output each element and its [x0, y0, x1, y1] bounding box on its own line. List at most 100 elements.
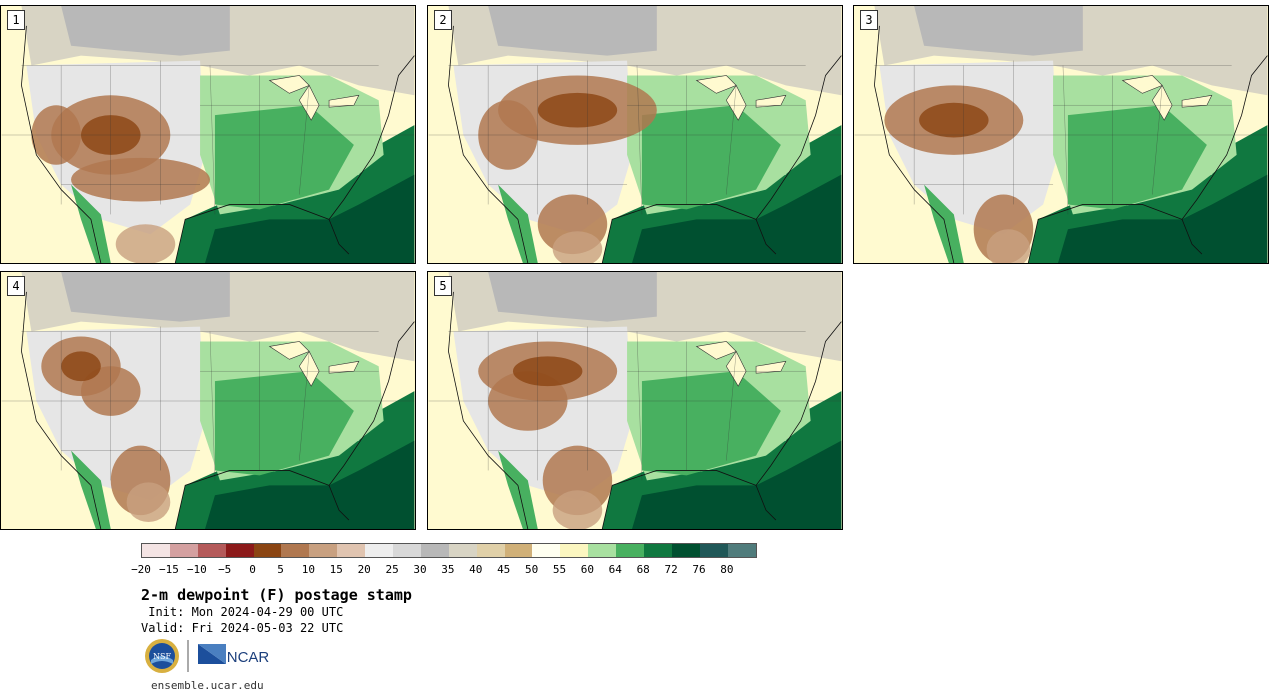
- colorbar-tick-label: −5: [218, 563, 232, 576]
- colorbar-swatch: [225, 544, 254, 557]
- west-coastline: [21, 291, 102, 529]
- colorbar-swatch: [253, 544, 282, 557]
- colorbar-swatch: [616, 544, 645, 557]
- gulf-very-moist-area: [632, 440, 842, 529]
- very-dry-area: [512, 356, 583, 387]
- colorbar-tick-label: −10: [186, 563, 207, 576]
- florida-coastline: [1181, 219, 1203, 255]
- florida-coastline: [755, 485, 777, 521]
- nsf-logo: NSF: [145, 639, 179, 673]
- northern-plains-area: [488, 272, 657, 322]
- west-coastline: [21, 25, 102, 263]
- east-gulf-coastline: [601, 321, 842, 529]
- mexico-dry-area: [552, 231, 603, 263]
- border-line: [726, 351, 737, 461]
- southeast-moist-area: [214, 105, 354, 210]
- dewpoint-map-4: [1, 272, 415, 529]
- border-line: [209, 331, 216, 481]
- gulf-very-moist-area: [205, 440, 415, 529]
- chart-title: 2-m dewpoint (F) postage stamp: [141, 586, 412, 604]
- colorbar-tick-label: −20: [131, 563, 151, 576]
- gulf-very-moist-area: [1058, 174, 1268, 263]
- colorbar-swatch: [169, 544, 198, 557]
- panel-number: 2: [434, 10, 452, 30]
- svg-text:NCAR: NCAR: [227, 649, 270, 666]
- gulf-of-california-area: [71, 450, 111, 529]
- colorbar-swatch: [309, 544, 338, 557]
- southeast-moist-area: [1067, 105, 1207, 210]
- dewpoint-map-5: [428, 272, 842, 529]
- colorbar-swatch: [142, 544, 170, 557]
- northern-plains-area: [914, 6, 1083, 56]
- colorbar-tick-label: 55: [552, 563, 567, 576]
- sponsor-logos: NSF NCAR: [145, 639, 269, 673]
- mexico-dry-area: [552, 490, 603, 529]
- colorbar-tick-label: 15: [329, 563, 343, 576]
- east-gulf-coastline: [601, 55, 842, 263]
- colorbar-swatch: [727, 544, 756, 557]
- mexico-dry-area: [126, 482, 171, 523]
- east-gulf-coastline: [174, 55, 415, 263]
- east-gulf-coastline: [1027, 55, 1268, 263]
- map-panel-4[interactable]: 4: [0, 271, 416, 530]
- west-coastline: [448, 291, 529, 529]
- colorbar-swatch: [393, 544, 421, 557]
- ncar-logo: NCAR: [198, 644, 269, 666]
- border-line: [1062, 65, 1069, 215]
- gulf-of-california-area: [498, 450, 538, 529]
- border-line: [636, 65, 643, 215]
- map-panel-5[interactable]: 5: [427, 271, 843, 530]
- border-line: [299, 85, 310, 195]
- border-line: [1152, 85, 1163, 195]
- florida-coastline: [328, 485, 350, 521]
- colorbar-tick-label: 30: [413, 563, 427, 576]
- map-panel-2[interactable]: 2: [427, 5, 843, 264]
- dewpoint-map-1: [1, 6, 415, 263]
- northern-plains-area: [488, 6, 657, 56]
- colorbar-tick-label: 40: [469, 563, 483, 576]
- dewpoint-map-3: [854, 6, 1268, 263]
- panel-number: 3: [860, 10, 878, 30]
- gulf-very-moist-area: [205, 174, 415, 263]
- colorbar-ticks: −20 −15 −10 −5 0 5 10 15 20 25 30 35 40 45 50 55 60 64 68 7…: [131, 563, 755, 577]
- dewpoint-map-2: [428, 6, 842, 263]
- map-panel-1[interactable]: 1: [0, 5, 416, 264]
- southeast-moist-area: [641, 371, 781, 476]
- border-line: [726, 85, 737, 195]
- colorbar-swatch: [560, 544, 589, 557]
- west-coastline: [448, 25, 529, 263]
- gulf-of-california-area: [924, 184, 964, 263]
- west-coastline: [874, 25, 955, 263]
- southeast-moist-area: [214, 371, 354, 476]
- colorbar-tick-label: 20: [357, 563, 371, 576]
- colorbar-tick-label: 25: [385, 563, 399, 576]
- northern-plains-area: [61, 272, 230, 322]
- mexico-dry-area: [115, 224, 176, 263]
- colorbar-tick-label: 35: [441, 563, 455, 576]
- very-dry-area: [919, 102, 989, 138]
- colorbar-tick-label: −15: [158, 563, 179, 576]
- east-gulf-coastline: [174, 321, 415, 529]
- panel-number: 4: [7, 276, 25, 296]
- footer-url: ensemble.ucar.edu: [151, 679, 264, 692]
- northern-plains-area: [61, 6, 230, 56]
- colorbar-swatch: [281, 544, 310, 557]
- colorbar-tick-label: 60: [580, 563, 595, 576]
- southeast-moist-area: [641, 105, 781, 210]
- valid-time: Valid: Fri 2024-05-03 22 UTC: [141, 621, 344, 635]
- colorbar-swatch: [420, 544, 449, 557]
- colorbar-tick-label: 0: [249, 563, 256, 576]
- colorbar-swatch: [365, 544, 394, 557]
- colorbar-swatch: [476, 544, 505, 557]
- colorbar-tick-label: 76: [692, 563, 706, 576]
- colorbar-swatch: [197, 544, 226, 557]
- colorbar-swatch: [671, 544, 700, 557]
- mexico-dry-area: [986, 229, 1031, 263]
- colorbar-swatch: [644, 544, 672, 557]
- dry-area: [71, 157, 210, 202]
- svg-text:NSF: NSF: [153, 652, 171, 661]
- map-panel-3[interactable]: 3: [853, 5, 1269, 264]
- colorbar-tick-label: 5: [277, 563, 284, 576]
- colorbar-swatch: [588, 544, 617, 557]
- gulf-of-california-area: [71, 184, 111, 263]
